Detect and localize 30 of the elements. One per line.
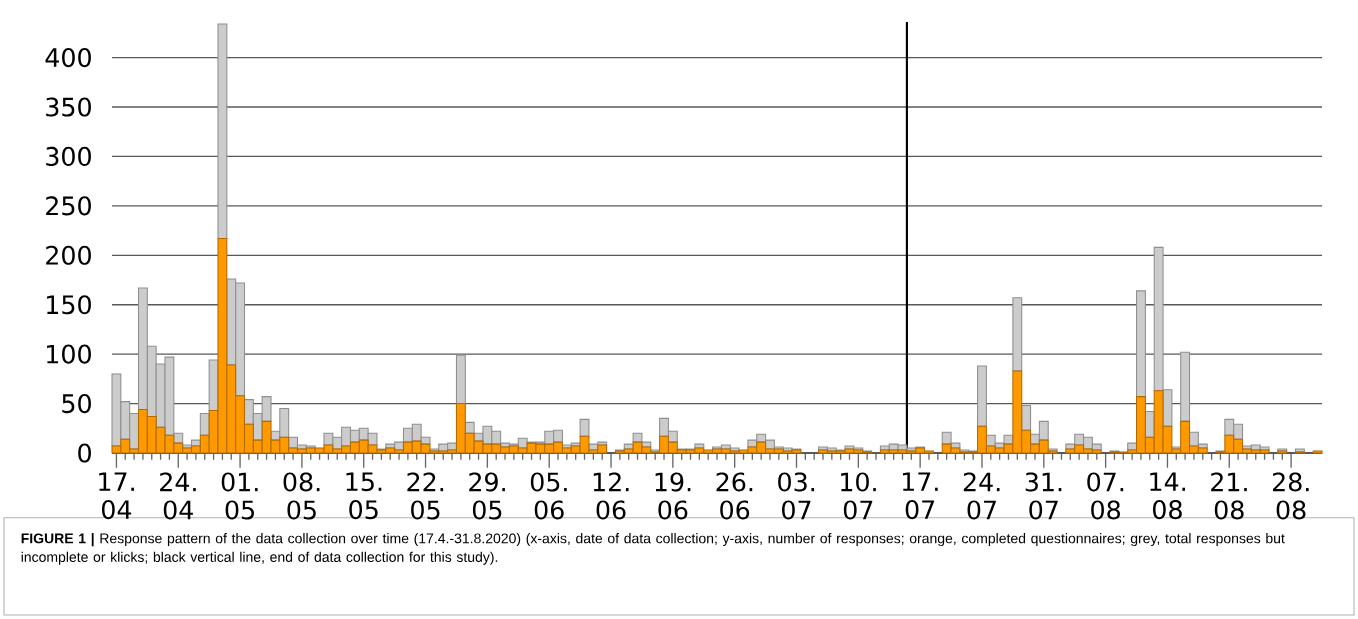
x-tick-label: 15. 05 [346, 472, 382, 520]
x-tick-label: 29. 05 [469, 472, 505, 520]
y-tick-label: 300 [46, 146, 91, 167]
x-tick-label: 26. 06 [716, 472, 753, 520]
x-tick-label: 19. 06 [655, 472, 691, 520]
y-tick-label: 50 [62, 394, 91, 414]
x-tick-label: 12. 06 [593, 472, 629, 520]
x-tick-label: 17. 04 [99, 472, 134, 520]
x-tick-label: 08. 05 [283, 472, 320, 520]
x-tick-label: 31. 07 [1025, 472, 1062, 520]
x-tick-label: 17. 07 [902, 472, 938, 520]
x-tick-label: 28. 08 [1272, 472, 1309, 520]
y-tick-label: 0 [78, 443, 91, 463]
y-tick-label: 200 [46, 245, 91, 265]
y-tick-label: 400 [45, 48, 91, 68]
x-tick-label: 24. 04 [160, 472, 196, 520]
x-tick-label: 24. 07 [963, 472, 1000, 520]
x-tick-label: 03. 07 [778, 472, 815, 520]
x-tick-label: 21. 08 [1211, 472, 1247, 520]
y-tick-label: 350 [46, 97, 91, 117]
y-tick-label: 100 [47, 344, 91, 364]
x-tick-label: 01. 05 [221, 472, 258, 520]
y-tick-label: 250 [46, 196, 91, 216]
y-tick-label: 150 [47, 295, 91, 315]
x-tick-label: 05. 06 [530, 472, 567, 520]
x-tick-label: 22. 05 [407, 472, 444, 520]
x-tick-label: 10. 07 [841, 472, 876, 520]
x-tick-label: 14. 08 [1150, 472, 1185, 520]
text: FIGURE 1 | Response pattern of the data collection over time (17.4.-31.8.2020) (x-axis, date of data collection; y-axis, number of responses; orange, completed questionnaires; grey, total responses but incomplete or klicks; black vertical line, end of data collection for this study). [21, 533, 1285, 565]
x-tick-label: 07. 08 [1087, 472, 1124, 520]
